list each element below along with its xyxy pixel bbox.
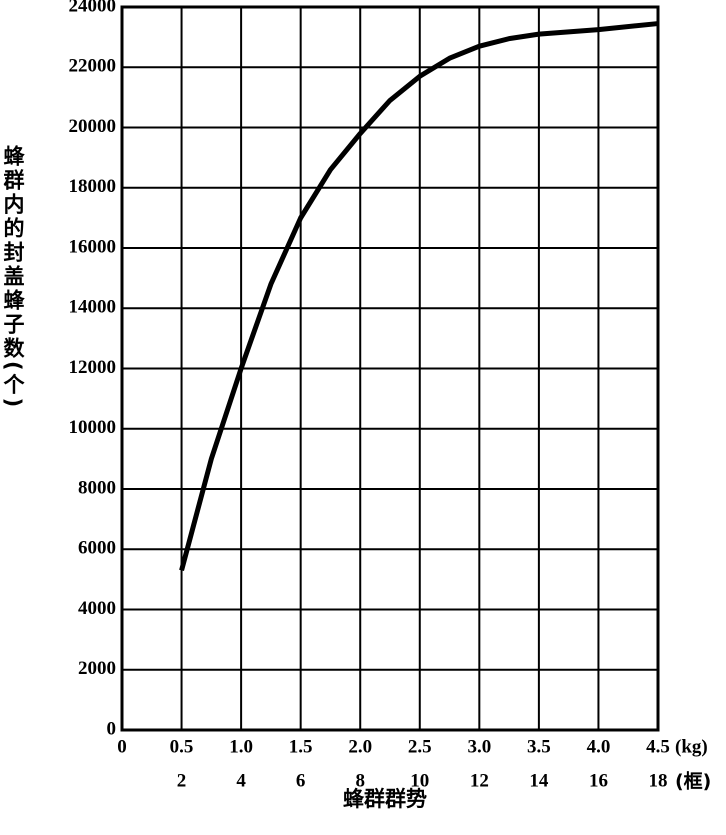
x2-tick-label: 8 xyxy=(355,770,365,791)
x2-tick-label: 18 xyxy=(649,770,668,791)
y-tick-label: 16000 xyxy=(69,236,117,257)
x2-tick-label: 16 xyxy=(589,770,608,791)
x2-tick-label: 10 xyxy=(410,770,429,791)
x2-unit: (框) xyxy=(675,770,711,793)
x-tick-label: 3.0 xyxy=(467,736,491,757)
y-tick-label: 22000 xyxy=(69,56,117,77)
x-tick-label: 1.5 xyxy=(289,736,313,757)
y-tick-label: 20000 xyxy=(69,116,117,137)
x-tick-label: 1.0 xyxy=(229,736,253,757)
x2-tick-label: 2 xyxy=(177,770,187,791)
x-tick-label: 4.0 xyxy=(587,736,611,757)
x2-tick-label: 4 xyxy=(236,770,246,791)
x-tick-label: 2.5 xyxy=(408,736,432,757)
x-axis-title: 蜂群群势 xyxy=(343,787,427,811)
y-tick-label: 2000 xyxy=(78,658,116,679)
x-tick-label: 0.5 xyxy=(170,736,194,757)
y-tick-label: 0 xyxy=(107,718,117,739)
y-tick-label: 24000 xyxy=(69,0,117,16)
y-tick-label: 18000 xyxy=(69,176,117,197)
line xyxy=(179,21,659,571)
y-tick-label: 8000 xyxy=(78,477,116,498)
x2-tick-label: 6 xyxy=(296,770,306,791)
x-tick-label: 0 xyxy=(117,736,127,757)
x-tick-label: 4.5 xyxy=(646,736,670,757)
x2-tick-label: 14 xyxy=(529,770,549,791)
x-tick-label: 3.5 xyxy=(527,736,551,757)
x2-tick-label: 12 xyxy=(470,770,489,791)
plot-border xyxy=(120,5,660,732)
y-tick-label: 6000 xyxy=(78,538,116,559)
y-tick-label: 10000 xyxy=(69,417,117,438)
y-tick-label: 4000 xyxy=(78,598,116,619)
x-unit: (kg) xyxy=(675,736,708,757)
y-axis-title: 蜂群内的封盖蜂子数(个) xyxy=(1,145,25,411)
y-tick-label: 14000 xyxy=(69,297,117,318)
x-tick-label: 2.0 xyxy=(348,736,372,757)
y-tick-label: 12000 xyxy=(69,357,117,378)
